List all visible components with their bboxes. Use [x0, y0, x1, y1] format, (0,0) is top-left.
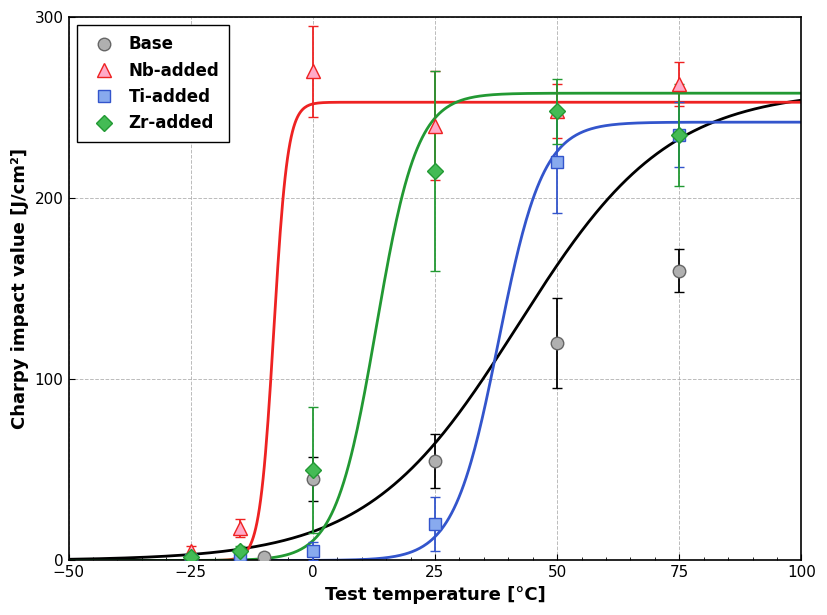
X-axis label: Test temperature [°C]: Test temperature [°C] [325, 586, 545, 604]
Y-axis label: Charpy impact value [J/cm²]: Charpy impact value [J/cm²] [11, 148, 29, 429]
Legend: Base, Nb-added, Ti-added, Zr-added: Base, Nb-added, Ti-added, Zr-added [77, 25, 229, 143]
